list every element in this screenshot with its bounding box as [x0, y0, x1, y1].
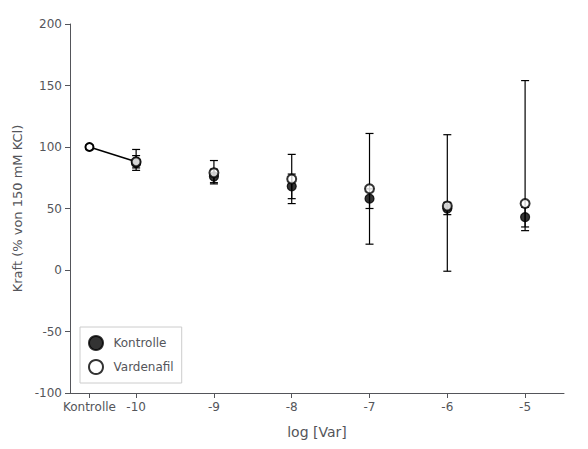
svg-text:log [Var]: log [Var] [287, 424, 347, 440]
svg-text:-5: -5 [519, 400, 531, 414]
svg-text:0: 0 [54, 263, 62, 277]
svg-text:-100: -100 [35, 386, 62, 400]
svg-text:200: 200 [39, 17, 62, 31]
svg-text:-7: -7 [364, 400, 376, 414]
svg-text:-10: -10 [126, 400, 146, 414]
svg-text:Kontrolle: Kontrolle [114, 336, 167, 350]
svg-text:-8: -8 [286, 400, 298, 414]
svg-text:-6: -6 [441, 400, 453, 414]
svg-text:Vardenafil: Vardenafil [114, 360, 174, 374]
svg-text:Kraft (% von 150 mM KCl): Kraft (% von 150 mM KCl) [10, 125, 25, 293]
svg-text:-9: -9 [208, 400, 220, 414]
svg-text:50: 50 [47, 202, 62, 216]
svg-text:100: 100 [39, 140, 62, 154]
svg-text:150: 150 [39, 79, 62, 93]
svg-text:-50: -50 [42, 325, 62, 339]
svg-text:Kontrolle: Kontrolle [63, 400, 116, 414]
